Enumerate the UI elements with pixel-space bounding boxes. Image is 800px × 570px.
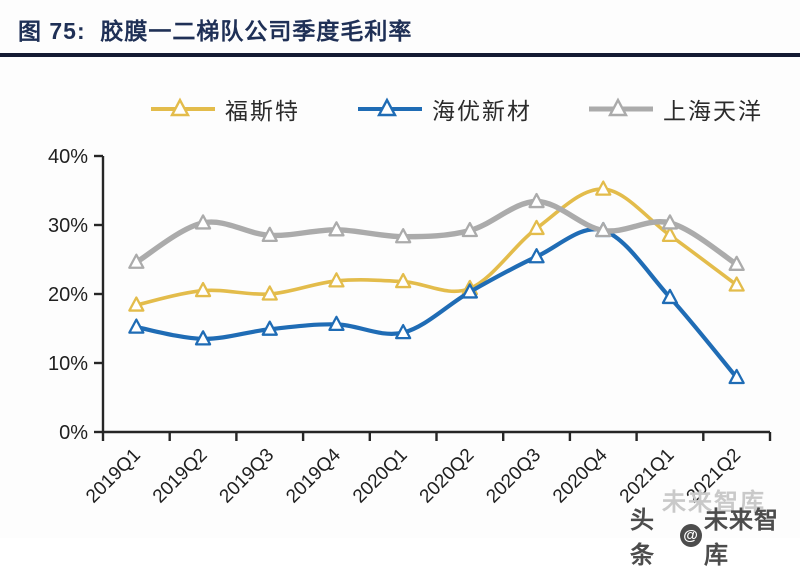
svg-text:40%: 40% — [48, 146, 88, 168]
legend-item-tianyang: 上海天洋 — [588, 95, 763, 124]
title-divider — [0, 53, 800, 57]
legend-label: 上海天洋 — [663, 98, 763, 124]
legend-item-hiuv: 海优新材 — [357, 95, 532, 124]
legend-label: 福斯特 — [225, 98, 300, 124]
svg-text:2021Q2: 2021Q2 — [683, 445, 746, 508]
watermark-main-text: 头条 @ 未来智库 — [630, 500, 800, 570]
watermark-prefix: 头条 — [630, 507, 655, 569]
svg-text:2021Q1: 2021Q1 — [616, 445, 679, 508]
watermark-suffix: 未来智库 — [704, 507, 780, 569]
svg-text:2019Q3: 2019Q3 — [216, 445, 279, 508]
legend-line-triangle-icon — [589, 97, 653, 117]
svg-text:20%: 20% — [48, 284, 88, 306]
svg-text:30%: 30% — [48, 215, 88, 237]
figure-page: 图 75: 胶膜一二梯队公司季度毛利率 福斯特 海优新材 上海天洋 0% 10% 2… — [0, 18, 800, 569]
watermark-ghost-text: 未来智库 — [662, 489, 766, 516]
svg-text:2020Q4: 2020Q4 — [549, 444, 612, 507]
svg-text:2020Q2: 2020Q2 — [416, 445, 479, 508]
watermark: 未来智库 头条 @ 未来智库 — [630, 489, 778, 569]
legend-label: 海优新材 — [432, 98, 532, 124]
legend-item-foster: 福斯特 — [150, 95, 300, 124]
svg-text:2019Q4: 2019Q4 — [282, 444, 345, 507]
line-chart: 0%10%20%30%40%2019Q1 2019Q2 2019Q3 2019Q4 20… — [48, 146, 772, 508]
figure-title: 图 75: 胶膜一二梯队公司季度毛利率 — [18, 18, 413, 44]
svg-text:10%: 10% — [48, 353, 88, 375]
legend-line-triangle-icon — [151, 97, 215, 117]
watermark-logo-icon: @ — [679, 523, 703, 547]
svg-text:2019Q2: 2019Q2 — [149, 445, 212, 508]
svg-text:0%: 0% — [59, 422, 88, 444]
svg-text:2019Q1: 2019Q1 — [82, 445, 145, 508]
svg-text:2020Q3: 2020Q3 — [482, 445, 545, 508]
svg-text:2020Q1: 2020Q1 — [349, 445, 412, 508]
legend-line-triangle-icon — [358, 97, 422, 117]
